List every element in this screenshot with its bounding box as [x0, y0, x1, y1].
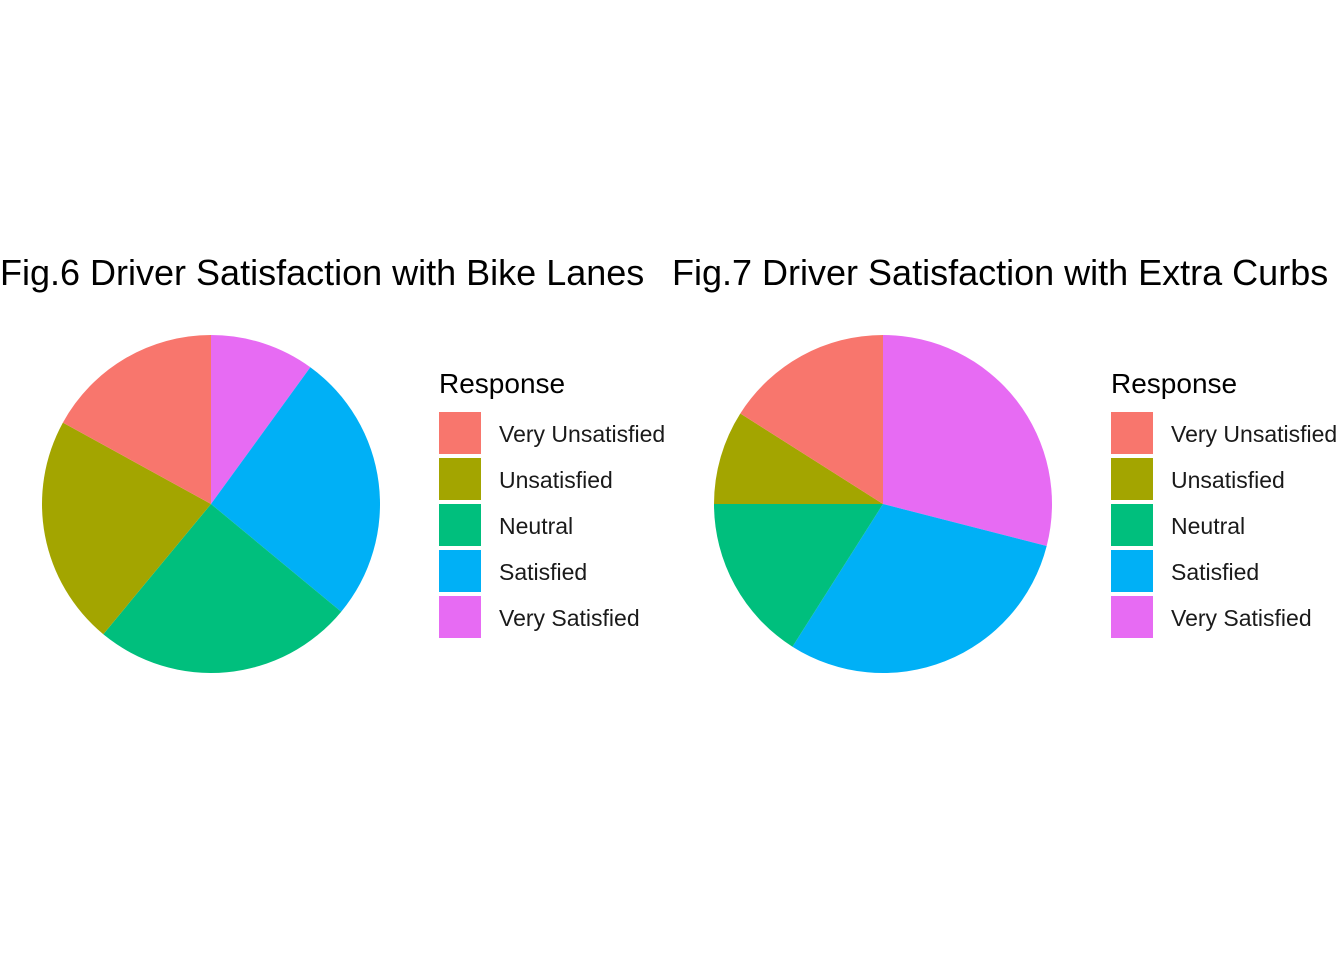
legend-label-very-satisfied: Very Satisfied [499, 605, 640, 631]
legend-label-satisfied: Satisfied [499, 559, 587, 585]
legend-swatch-satisfied [439, 550, 481, 592]
legend-label-very-satisfied: Very Satisfied [1171, 605, 1312, 631]
legend-label-neutral: Neutral [1171, 513, 1245, 539]
pie-slice-very-satisfied [211, 335, 311, 504]
legend-label-very-unsatisfied: Very Unsatisfied [1171, 421, 1337, 447]
legend-label-unsatisfied: Unsatisfied [1171, 467, 1285, 493]
chart-extra-curbs: Fig.7 Driver Satisfaction with Extra Cur… [672, 252, 1337, 674]
pie-slice-very-unsatisfied [740, 335, 883, 504]
legend-label-very-unsatisfied: Very Unsatisfied [499, 421, 665, 447]
legend-label-satisfied: Satisfied [1171, 559, 1259, 585]
legend-label-neutral: Neutral [499, 513, 573, 539]
legend-swatch-neutral [439, 504, 481, 546]
legend-label-unsatisfied: Unsatisfied [499, 467, 613, 493]
pie-slice-very-unsatisfied [62, 335, 211, 504]
chart-bike-lanes: Fig.6 Driver Satisfaction with Bike Lane… [0, 252, 665, 673]
legend-swatch-very-satisfied [439, 596, 481, 638]
legend-extra-curbs: Response Very Unsatisfied Unsatisfied Neut… [1111, 368, 1337, 638]
legend-swatch-very-unsatisfied [1111, 412, 1153, 454]
legend-swatch-very-satisfied [1111, 596, 1153, 638]
pie-slice-satisfied [211, 367, 380, 612]
chart-title: Fig.6 Driver Satisfaction with Bike Lane… [0, 252, 644, 293]
pie-slice-very-satisfied [883, 335, 1052, 547]
legend-bike-lanes: Response Very Unsatisfied Unsatisfied Neut… [439, 368, 665, 638]
pie-slice-neutral [714, 504, 883, 647]
legend-title: Response [439, 368, 565, 399]
pie-slice-satisfied [792, 504, 1047, 674]
pie-bike-lanes [41, 335, 380, 673]
pie-slice-unsatisfied [714, 413, 883, 504]
pie-extra-curbs [714, 335, 1052, 674]
legend-swatch-neutral [1111, 504, 1153, 546]
pie-slice-neutral [103, 504, 342, 673]
chart-title: Fig.7 Driver Satisfaction with Extra Cur… [672, 252, 1328, 293]
pie-slice-unsatisfied [41, 422, 211, 635]
legend-swatch-satisfied [1111, 550, 1153, 592]
legend-swatch-unsatisfied [439, 458, 481, 500]
legend-swatch-unsatisfied [1111, 458, 1153, 500]
legend-title: Response [1111, 368, 1237, 399]
legend-swatch-very-unsatisfied [439, 412, 481, 454]
